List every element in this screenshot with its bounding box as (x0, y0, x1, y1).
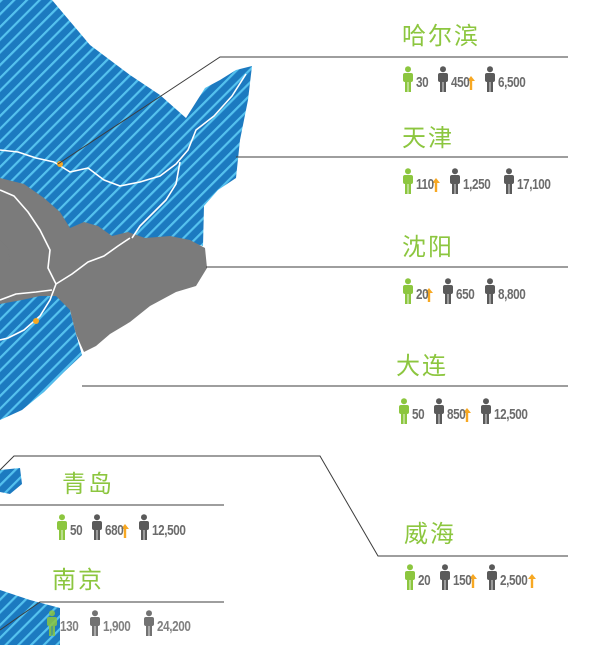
gray-person-icon (433, 398, 444, 424)
stat-item: 650 (442, 278, 476, 304)
gray-person-icon (139, 514, 150, 540)
city-stats: 30 450 6,500 (402, 62, 529, 92)
stat-value: 8,800 (498, 286, 526, 303)
striped-region-northeast (0, 0, 252, 420)
gray-person-icon (503, 168, 514, 194)
city-stats: 110 1,250 17,100 (402, 164, 556, 194)
stat-value: 1,900 (102, 618, 131, 635)
stat-item: 2,500 (486, 564, 537, 590)
stat-item: 1,900 (89, 610, 134, 636)
green-person-icon (403, 66, 413, 92)
city-stats: 50 850 12,500 (398, 394, 533, 424)
stat-value: 50 (70, 522, 83, 539)
gray-region (0, 178, 207, 352)
stat-item: 680 (91, 514, 130, 540)
stat-value: 17,100 (516, 176, 551, 193)
stat-value: 30 (416, 74, 429, 91)
green-person-icon (399, 398, 409, 424)
stat-item: 20 (404, 564, 431, 590)
gray-person-icon (485, 66, 496, 92)
city-dot-tianjin (57, 161, 63, 167)
leader-weihai (0, 455, 568, 557)
city-stats: 130 1,900 24,200 (46, 606, 195, 636)
stat-item: 150 (439, 564, 478, 590)
stat-value: 12,500 (152, 522, 186, 539)
stat-item: 850 (433, 398, 472, 424)
stat-item: 12,500 (138, 514, 191, 540)
gray-person-icon (89, 610, 100, 636)
stat-value: 110 (416, 176, 434, 193)
stat-item: 20 (402, 278, 433, 304)
stat-value: 150 (452, 572, 472, 589)
gray-person-icon (442, 278, 453, 304)
city-name: 大连 (396, 352, 448, 380)
gray-region-west (0, 240, 10, 270)
stat-value: 650 (455, 286, 475, 303)
city-stats: 50 680 12,500 (56, 510, 191, 540)
stat-item: 30 (402, 66, 429, 92)
city-name: 青岛 (62, 470, 114, 498)
green-person-icon (405, 564, 415, 590)
gray-person-icon (439, 564, 450, 590)
green-person-icon (57, 514, 67, 540)
stat-item: 6,500 (484, 66, 529, 92)
stat-item: 450 (437, 66, 476, 92)
stat-value: 12,500 (494, 406, 528, 423)
leader-nanjing (0, 601, 224, 631)
stat-item: 1,250 (449, 168, 494, 194)
up-arrow-icon (463, 408, 472, 422)
stat-value: 450 (450, 74, 470, 91)
gray-person-icon (91, 514, 102, 540)
striped-region-south (0, 590, 60, 645)
gray-person-icon (143, 610, 154, 636)
stat-item: 17,100 (503, 168, 556, 194)
stat-value: 850 (446, 406, 466, 423)
stat-value: 20 (416, 286, 429, 303)
city-stats: 20 150 2,500 (404, 560, 537, 590)
leader-harbin (57, 56, 568, 165)
stat-item: 50 (398, 398, 425, 424)
gray-person-icon (481, 398, 492, 424)
city-name: 天津 (402, 124, 454, 152)
green-person-icon (47, 610, 57, 636)
up-arrow-icon (431, 178, 440, 192)
gray-person-icon (487, 564, 498, 590)
stat-value: 24,200 (156, 618, 191, 635)
up-arrow-icon (467, 76, 476, 90)
gray-person-icon (437, 66, 448, 92)
stat-item: 8,800 (484, 278, 529, 304)
city-name: 沈阳 (402, 233, 454, 261)
up-arrow-icon (121, 524, 130, 538)
stat-value: 2,500 (500, 572, 528, 589)
gray-person-icon (449, 168, 460, 194)
gray-person-icon (485, 278, 496, 304)
up-arrow-icon (424, 288, 433, 302)
stat-value: 6,500 (498, 74, 526, 91)
city-stats: 20 650 8,800 (402, 274, 529, 304)
stat-value: 50 (412, 406, 425, 423)
stat-value: 130 (60, 618, 79, 635)
city-dot-dalian (33, 318, 39, 324)
stat-item: 130 (46, 610, 80, 636)
striped-region-peninsula (0, 468, 22, 494)
stat-item: 24,200 (143, 610, 196, 636)
stat-item: 12,500 (480, 398, 533, 424)
green-person-icon (403, 278, 413, 304)
up-arrow-icon (469, 574, 478, 588)
stat-item: 50 (56, 514, 83, 540)
stat-value: 680 (104, 522, 124, 539)
city-name: 南京 (52, 566, 104, 594)
stat-value: 20 (418, 572, 431, 589)
city-name: 威海 (404, 520, 456, 548)
stat-value: 1,250 (462, 176, 491, 193)
up-arrow-icon (528, 574, 537, 588)
green-person-icon (403, 168, 413, 194)
stat-item: 110 (402, 168, 440, 194)
city-name: 哈尔滨 (402, 22, 480, 50)
